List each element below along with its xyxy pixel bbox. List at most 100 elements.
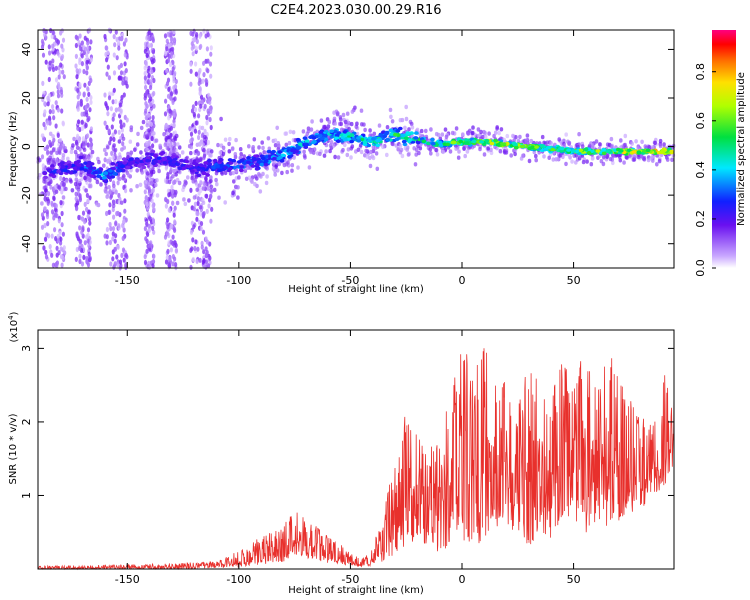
spectrogram-cell [75,145,80,150]
snr-series-line [37,348,675,571]
spectrogram-cell [173,141,177,147]
spectrogram-cell [198,205,203,210]
spectrogram-cell [356,136,361,140]
spectrogram-cell [513,145,519,150]
spectrogram-cell [201,259,205,265]
spectrogram-cell [669,150,674,155]
spectrogram-cell [55,159,59,164]
spectrogram-cell [75,141,79,147]
spectrogram-cell [165,145,170,151]
spectrogram-cell [623,142,627,148]
spectrogram-cell [167,115,171,121]
spectrogram-cell [147,30,151,36]
spectrogram-cell [450,130,455,136]
spectrogram-cell [266,136,271,141]
spectrogram-cell [80,61,84,67]
spectrogram-cell [594,139,599,144]
spectrogram-cell [196,173,202,178]
spectrogram-cell [108,221,112,228]
spectrogram-cell [143,254,147,260]
spectrogram-cell [206,108,210,114]
spectrogram-cell [476,127,481,132]
spectrogram-cell [556,156,560,162]
spectrogram-cell [137,164,142,168]
spectrogram-cell [46,200,50,206]
spectrogram-x-tick-label: 0 [459,274,466,287]
spectrogram-cell [155,178,159,183]
spectrogram-cell [197,80,201,86]
spectrogram-cell [56,93,61,99]
spectrogram-cell [199,221,204,227]
spectrogram-cell [47,76,51,83]
spectrogram-cell [119,119,123,125]
spectrogram-cell [534,145,539,149]
spectrogram-cell [122,92,126,98]
spectrogram-cell [547,155,551,160]
spectrogram-cell [163,142,168,148]
spectrogram-cell [42,167,46,172]
spectrogram-cell [570,159,574,164]
spectrogram-cell [236,160,242,164]
spectrogram-cell [204,78,208,84]
spectrogram-cell [203,161,209,165]
spectrogram-cell [145,147,149,152]
spectrogram-cell [126,155,130,160]
figure-title: C2E4.2023.030.00.29.R16 [270,3,441,18]
spectrogram-cell [59,200,63,206]
spectrogram-cell [81,136,85,142]
spectrogram-cell [153,153,158,158]
spectrogram-cell [359,149,364,155]
spectrogram-cell [598,142,602,147]
spectrogram-cell [345,111,350,116]
spectrogram-cell [112,70,117,76]
spectrogram-cell [344,119,348,125]
spectrogram-cell [148,243,152,249]
spectrogram-cell [61,195,66,200]
spectrogram-cell [440,132,445,137]
spectrogram-cell [174,189,178,195]
spectrogram-cell [110,124,114,130]
spectrogram-cell [249,177,253,183]
spectrogram-cell [385,125,390,130]
spectrogram-cell [44,59,48,65]
spectrogram-cell [118,102,122,108]
spectrogram-cell [193,177,197,183]
spectrogram-cell [551,157,556,162]
spectrogram-cell [60,161,65,165]
spectrogram-cell [318,151,322,157]
spectrogram-cell [41,52,46,58]
spectrogram-cell [117,129,121,135]
spectrogram-cell [150,59,155,65]
spectrogram-cell [287,155,292,159]
spectrogram-cell [105,57,109,63]
spectrogram-cell [59,175,63,182]
spectrogram-cell [193,107,198,113]
spectrogram-cell [147,128,151,133]
spectrogram-cell [228,136,232,142]
spectrogram-cell [61,255,65,261]
spectrogram-cell [450,140,456,145]
spectrogram-cell [406,152,411,157]
spectrogram-cell [164,124,168,130]
spectrogram-cell [167,139,171,144]
spectrogram-cell [152,206,156,212]
spectrogram-cell [77,214,81,221]
spectrogram-cell [343,142,347,148]
spectrogram-cell [371,137,376,141]
spectrogram-cell [78,245,82,251]
spectrogram-cell [204,193,208,199]
spectrogram-cell [165,81,170,87]
spectrogram-cell [82,68,86,75]
spectrogram-cell [76,87,80,93]
colorbar-tick-label: 0.6 [694,112,707,130]
spectrogram-y-label: Frequency (Hz) [8,111,19,187]
spectrogram-cell [77,119,81,125]
spectrogram-cell [111,116,115,122]
spectrogram-cell [111,166,116,171]
spectrogram-cell [198,125,202,131]
spectrogram-cell [369,149,373,155]
spectrogram-cell [324,149,328,154]
spectrogram-cell [246,156,251,160]
spectrogram-cell [204,246,208,252]
spectrogram-cell [86,170,92,175]
